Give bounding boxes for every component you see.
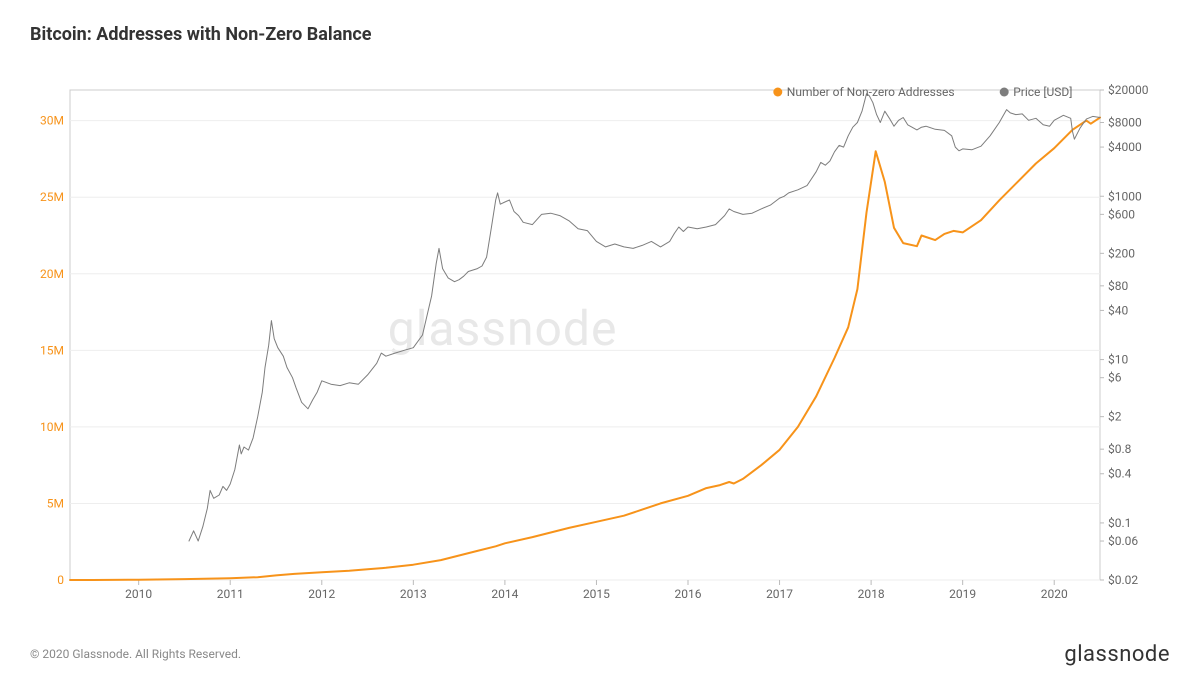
- y-right-tick-label: $0.02: [1108, 573, 1138, 587]
- watermark-text: glassnode: [388, 300, 618, 357]
- y-right-tick-label: $20000: [1108, 83, 1149, 97]
- y-right-tick-label: $1000: [1108, 189, 1142, 203]
- y-right-tick-label: $8000: [1108, 115, 1142, 129]
- x-tick-label: 2016: [675, 587, 702, 601]
- legend-label: Number of Non-zero Addresses: [787, 85, 955, 99]
- copyright-footer: © 2020 Glassnode. All Rights Reserved.: [30, 647, 241, 661]
- x-tick-label: 2015: [583, 587, 610, 601]
- y-right-tick-label: $600: [1108, 207, 1135, 221]
- x-tick-label: 2012: [308, 587, 335, 601]
- x-tick-label: 2010: [125, 587, 152, 601]
- chart-container: Bitcoin: Addresses with Non-Zero Balance…: [0, 0, 1200, 675]
- y-right-tick-label: $0.4: [1108, 467, 1132, 481]
- x-tick-label: 2014: [491, 587, 518, 601]
- y-right-tick-label: $6: [1108, 371, 1122, 385]
- y-right-tick-label: $0.8: [1108, 442, 1132, 456]
- x-tick-label: 2013: [400, 587, 427, 601]
- y-left-tick-label: 20M: [40, 267, 64, 281]
- y-right-tick-label: $0.06: [1108, 534, 1138, 548]
- x-tick-label: 2020: [1041, 587, 1068, 601]
- y-right-tick-label: $80: [1108, 279, 1128, 293]
- brand-logo: glassnode: [1064, 642, 1170, 667]
- x-tick-label: 2011: [217, 587, 244, 601]
- y-left-tick-label: 5M: [47, 496, 64, 510]
- y-left-tick-label: 10M: [40, 420, 64, 434]
- y-left-tick-label: 15M: [40, 343, 64, 357]
- y-left-tick-label: 0: [57, 573, 64, 587]
- y-right-tick-label: $10: [1108, 353, 1128, 367]
- y-right-tick-label: $0.1: [1108, 516, 1131, 530]
- legend-marker: [1000, 88, 1009, 97]
- y-left-tick-label: 25M: [40, 190, 64, 204]
- x-tick-label: 2019: [949, 587, 976, 601]
- x-tick-label: 2017: [766, 587, 793, 601]
- plot-area: glassnode 0 5M 10M 15M 20M 25M 30M $0.02 $0.06 $0.…: [30, 60, 1170, 620]
- y-left-tick-label: 30M: [40, 114, 64, 128]
- series-line-price: [189, 94, 1100, 541]
- x-tick-label: 2018: [858, 587, 885, 601]
- legend-marker: [773, 88, 782, 97]
- y-right-tick-label: $40: [1108, 303, 1128, 317]
- legend-label: Price [USD]: [1013, 85, 1072, 99]
- y-right-tick-label: $2: [1108, 410, 1122, 424]
- chart-title: Bitcoin: Addresses with Non-Zero Balance: [30, 24, 372, 45]
- y-right-tick-label: $200: [1108, 246, 1135, 260]
- y-right-tick-label: $4000: [1108, 140, 1142, 154]
